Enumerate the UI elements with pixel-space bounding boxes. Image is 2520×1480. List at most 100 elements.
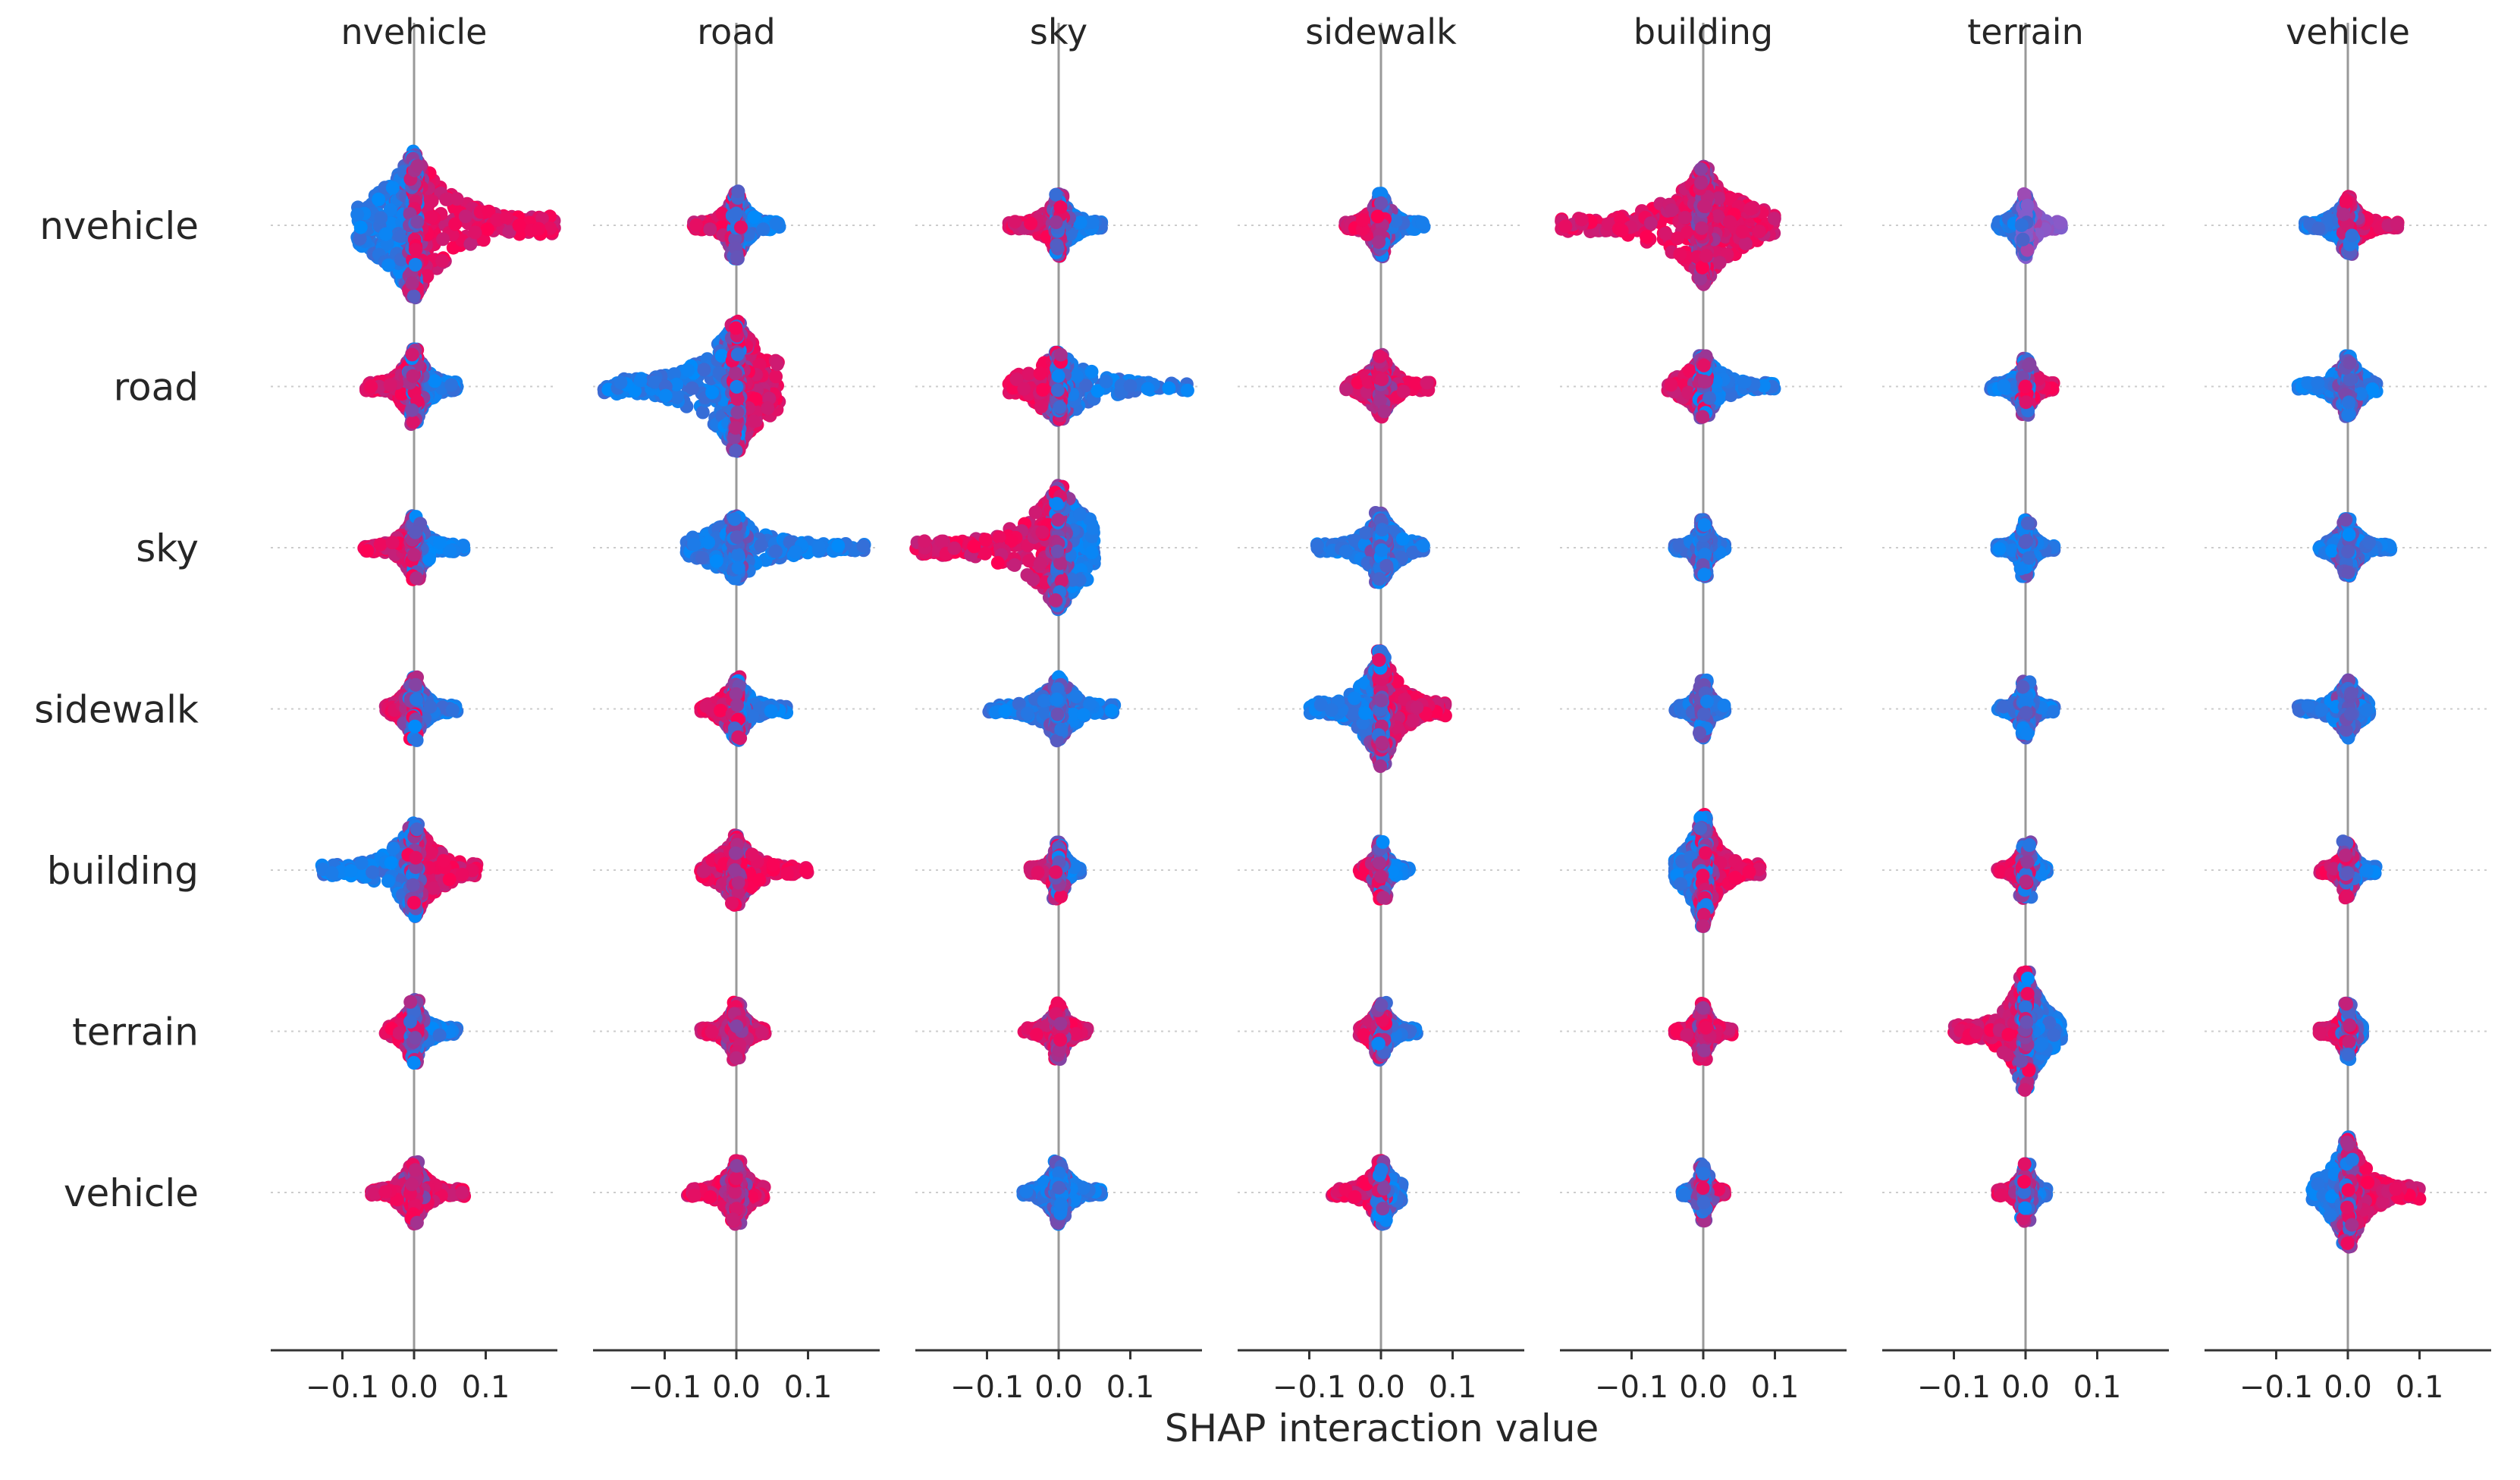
data-point [381,874,395,888]
data-point [432,1028,447,1042]
data-point [350,207,365,222]
data-point [747,414,761,429]
data-point [695,405,710,419]
data-point [458,209,472,224]
data-point [433,536,447,550]
data-point [703,222,717,237]
data-point [408,1163,422,1177]
data-point [442,872,457,887]
data-point [420,269,435,283]
data-point [729,444,743,457]
data-point [769,216,783,231]
data-point [360,544,375,558]
data-point [405,403,419,417]
data-point [353,231,367,246]
data-point [633,373,648,388]
data-point [455,868,469,881]
data-point [374,211,388,225]
data-point [769,369,783,384]
data-point [409,850,423,865]
data-point [482,204,496,218]
data-point [372,192,386,206]
data-point [408,719,422,734]
data-point [756,222,770,237]
data-point [747,210,761,225]
data-point [410,215,425,229]
data-point [385,181,400,195]
data-point [384,856,398,870]
data-point [770,357,784,372]
data-point [378,1185,393,1199]
data-point [410,692,423,706]
data-point [409,677,422,692]
data-point [405,1177,419,1192]
data-point [697,363,711,377]
data-point [448,217,463,231]
data-point [681,363,695,378]
data-point [729,321,743,335]
data-point [408,258,422,272]
data-point [410,822,424,837]
data-point [383,203,397,217]
data-point [408,1031,422,1045]
data-point [406,289,421,303]
data-point [423,699,438,714]
data-point [512,218,526,233]
data-point [729,206,743,221]
data-point [410,1215,424,1230]
data-point [408,525,422,539]
data-point [502,225,516,239]
beeswarm-points [315,144,2427,1254]
data-point [734,220,748,234]
data-point [403,995,418,1009]
data-point [435,253,450,268]
data-point [685,381,699,395]
data-point [424,210,438,225]
data-point [532,222,546,236]
data-point [445,703,460,718]
data-point [468,225,482,240]
data-point [406,369,420,383]
data-point [436,853,450,868]
data-point [705,385,720,400]
data-point [373,537,388,551]
data-point [730,250,745,265]
data-point [444,378,459,392]
data-point [450,192,464,206]
data-point [761,401,775,415]
data-point [385,536,400,550]
data-point [410,159,425,173]
data-point [658,388,673,403]
data-point [353,220,368,234]
data-point [403,1014,417,1029]
data-point [455,1186,469,1200]
data-point [480,222,494,237]
data-point [499,210,513,225]
data-point [463,237,478,251]
data-point [406,1056,421,1070]
data-point [405,347,419,362]
data-point [436,232,450,247]
data-point [325,866,339,880]
data-point [386,841,400,856]
data-point [408,243,422,257]
data-point [410,733,424,747]
data-point [731,184,745,199]
data-point [344,864,358,878]
data-point [406,548,421,562]
data-point [383,378,397,392]
data-point [406,415,420,429]
data-point [378,227,393,241]
data-point [428,374,442,388]
data-point [410,571,424,586]
data-point [689,218,704,232]
data-point [407,896,421,910]
data-point [381,258,396,272]
data-point [364,379,378,394]
data-point [614,375,628,390]
data-point [406,878,420,892]
data-point [439,192,453,206]
data-point [366,865,380,879]
data-point [405,276,419,291]
